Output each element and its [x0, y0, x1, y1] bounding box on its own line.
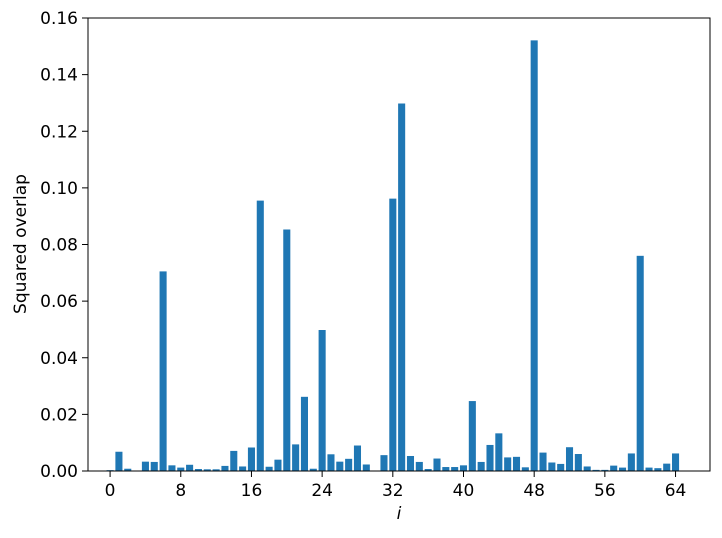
bar: [274, 460, 281, 471]
bar: [266, 467, 273, 471]
bar: [363, 464, 370, 471]
bar: [469, 401, 476, 471]
x-tick-label: 64: [665, 481, 687, 501]
bar: [495, 433, 502, 471]
bar: [336, 462, 343, 471]
bar: [522, 467, 529, 471]
bar: [248, 448, 255, 471]
y-tick-label: 0.06: [40, 292, 78, 312]
bar: [319, 330, 326, 471]
bar: [628, 453, 635, 471]
bar: [389, 199, 396, 471]
bar: [451, 467, 458, 471]
bar: [354, 446, 361, 471]
bar: [663, 464, 670, 471]
bar: [292, 444, 299, 471]
bar: [637, 256, 644, 471]
bar: [151, 462, 158, 471]
bar: [584, 466, 591, 471]
x-tick-label: 24: [311, 481, 333, 501]
bar: [548, 463, 555, 471]
bar: [619, 468, 626, 471]
bar: [115, 452, 122, 471]
x-tick-label: 48: [523, 481, 545, 501]
bar: [513, 457, 520, 471]
bar: [327, 454, 334, 471]
bar: [539, 453, 546, 471]
y-tick-label: 0.04: [40, 349, 78, 369]
y-tick-label: 0.16: [40, 9, 78, 29]
y-tick-label: 0.10: [40, 179, 78, 199]
bar: [380, 455, 387, 471]
bar: [398, 104, 405, 471]
x-tick-label: 8: [175, 481, 186, 501]
bar: [566, 447, 573, 471]
bar: [301, 397, 308, 471]
x-tick-label: 40: [453, 481, 475, 501]
bar: [531, 40, 538, 471]
x-tick-label: 0: [105, 481, 116, 501]
bar: [478, 462, 485, 471]
bar: [504, 457, 511, 471]
bar: [186, 465, 193, 471]
bar: [557, 464, 564, 471]
bar: [416, 462, 423, 471]
bar: [646, 468, 653, 471]
bar: [610, 466, 617, 471]
bar: [407, 456, 414, 471]
bar: [442, 467, 449, 471]
bar: [433, 459, 440, 471]
y-tick-label: 0.08: [40, 236, 78, 256]
bar: [257, 201, 264, 471]
x-tick-label: 32: [382, 481, 404, 501]
bar: [230, 451, 237, 471]
bar: [575, 454, 582, 471]
x-tick-label: 16: [241, 481, 263, 501]
x-axis-label: i: [397, 504, 402, 524]
y-tick-label: 0.14: [40, 66, 78, 86]
bar: [672, 453, 679, 471]
bar: [486, 445, 493, 471]
y-tick-label: 0.02: [40, 405, 78, 425]
bar: [345, 459, 352, 471]
bar: [177, 468, 184, 471]
y-axis-label: Squared overlap: [11, 174, 31, 314]
bar: [221, 466, 228, 471]
y-tick-label: 0.00: [40, 462, 78, 482]
bar: [160, 271, 167, 471]
x-tick-label: 56: [594, 481, 616, 501]
bar: [283, 229, 290, 471]
bar: [168, 465, 175, 471]
y-tick-label: 0.12: [40, 122, 78, 142]
bar: [142, 462, 149, 471]
bar: [460, 465, 467, 471]
bar: [239, 466, 246, 471]
